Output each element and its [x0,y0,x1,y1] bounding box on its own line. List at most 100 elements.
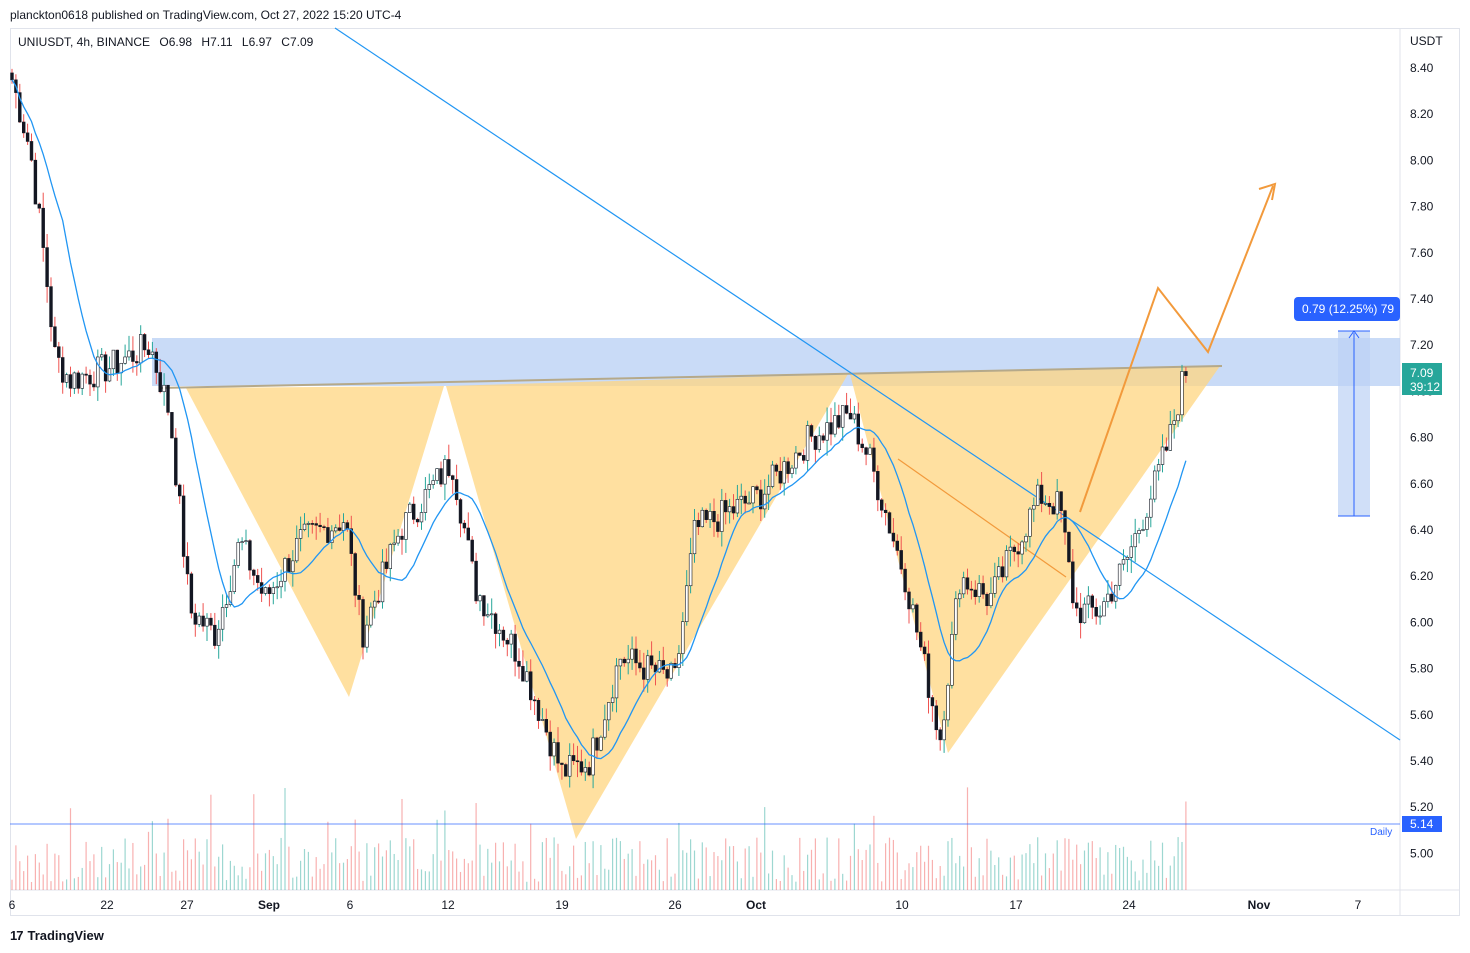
volume-bar [385,850,387,890]
candle-body [1137,530,1141,534]
volume-bar [456,858,458,890]
candle-body [294,538,299,562]
candle-body [544,719,549,733]
volume-bar [904,870,906,890]
candle-body [981,583,985,595]
candle-body [1141,529,1145,531]
candle-body [489,613,494,616]
candle-body [887,512,892,534]
volume-bar [803,870,805,890]
projection-path[interactable] [1079,185,1274,513]
symbol-info[interactable]: UNIUSDT, 4h, BINANCE [18,35,151,49]
head-triangle[interactable] [446,374,848,839]
volume-bar [834,878,836,890]
candle-body [1032,505,1036,510]
candle-body [1106,593,1110,602]
volume-bar [670,876,672,890]
volume-bar [771,850,774,890]
volume-bar [935,878,937,890]
volume-bar [128,868,130,890]
candle-body [1160,446,1165,465]
candle-body [411,503,416,520]
candle-body [587,767,591,776]
candle-body [427,484,431,490]
volume-bar [510,860,512,890]
candle-body [782,461,786,484]
volume-bar [393,853,395,890]
volume-bar [643,863,645,890]
neckline[interactable] [159,365,1223,389]
candle-body [135,361,139,364]
candle-body [353,553,357,596]
candle-body [891,532,896,542]
candle-body [583,767,588,773]
volume-bar [1041,875,1043,890]
candle-body [287,558,291,573]
left-shoulder-triangle[interactable] [186,386,444,697]
time-tick-label: 19 [555,898,569,912]
candle-body [794,452,798,469]
volume-bar [183,839,185,890]
volume-bar [721,860,723,890]
volume-bar [690,839,692,890]
volume-bar [678,822,680,890]
volume-bar [748,846,750,890]
candle-body [1082,603,1087,624]
candle-body [443,459,447,485]
volume-bar [662,881,664,890]
volume-bar [463,858,465,890]
candle-body [755,486,759,491]
candle-body [778,470,783,484]
volume-bar [264,853,267,890]
candle-body [185,556,190,575]
volume-bar [459,871,462,890]
candle-body [197,615,201,625]
volume-bar [658,869,660,890]
candle-body [392,542,396,545]
candle-body [283,558,287,582]
candle-body [193,612,197,625]
candle-body [805,425,810,461]
candle-body [314,523,318,526]
measure-tool[interactable]: 0.79 (12.25%) 79 [1294,297,1400,517]
candle-body [973,589,978,597]
volume-bar [608,869,610,890]
volume-bar [179,880,181,890]
tradingview-brand[interactable]: 17 TradingView [10,928,104,943]
volume-bar [1083,850,1086,890]
volume-bar [1056,840,1058,890]
volume-bar [198,851,200,890]
candle-body [907,591,911,610]
volume-bar [623,858,625,890]
volume-bar [537,881,540,890]
candle-body [630,648,634,660]
candle-body [1172,420,1176,425]
volume-bar [787,867,789,890]
descending-trendline[interactable] [334,27,1401,741]
volume-bar [1072,859,1074,890]
candle-body [684,585,689,622]
volume-bar [38,862,40,890]
volume-bar [34,854,36,890]
volume-bar [522,861,524,890]
volume-bar [452,851,454,890]
candle-body [1012,546,1017,552]
candle-body [525,671,529,682]
candle-body [665,669,669,679]
volume-bar [561,870,563,890]
volume-bar [479,844,481,890]
right-shoulder-triangle[interactable] [850,366,1220,753]
volume-bar [202,864,204,890]
right-shoulder-trendline[interactable] [897,458,1067,578]
candle-body [1153,470,1157,500]
volume-bar [553,837,555,890]
volume-bar [323,864,325,890]
candle-body [400,535,404,540]
candle-body [661,660,666,670]
volume-bar [296,876,298,890]
volume-bar [888,837,891,890]
volume-bar [947,841,949,890]
candle-body [759,489,763,510]
candle-body [879,499,884,511]
